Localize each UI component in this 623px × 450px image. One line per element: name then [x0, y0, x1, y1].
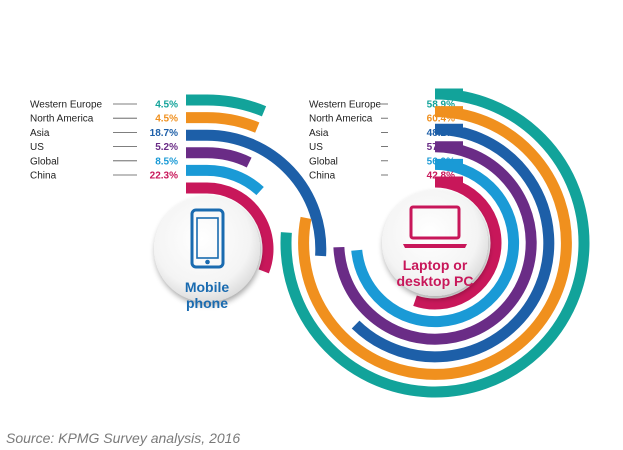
arc-bar-western-europe [186, 94, 267, 117]
center-label-line-1: phone [186, 295, 228, 311]
center-disc [382, 190, 488, 296]
arc-bar-global [351, 158, 520, 328]
arc-bar-china [186, 182, 274, 274]
category-label-china: China [309, 171, 336, 182]
arc-bar-asia [351, 123, 555, 363]
category-label-western-europe: Western Europe [309, 100, 382, 111]
center-label-line-0: Mobile [185, 279, 230, 295]
category-label-china: China [30, 171, 57, 182]
value-label-asia: 48.2% [427, 128, 455, 139]
value-label-global: 56.9% [427, 156, 455, 167]
laptop-desktop-chart: Western Europe 58.9% North America 60.4% Asi… [280, 88, 590, 398]
center-label-line-1: desktop PC [396, 273, 473, 289]
category-label-global: Global [30, 156, 59, 167]
value-label-western-europe: 4.5% [155, 100, 178, 111]
arc-bar-global [186, 164, 264, 196]
arc-bar-north-america [298, 106, 572, 380]
category-label-global: Global [309, 156, 338, 167]
category-label-us: US [30, 142, 44, 153]
value-label-north-america: 4.5% [155, 114, 178, 125]
value-label-global: 8.5% [155, 156, 178, 167]
arc-bar-us [333, 141, 537, 345]
value-label-north-america: 60.4% [427, 114, 455, 125]
category-label-western-europe: Western Europe [30, 100, 103, 111]
category-label-asia: Asia [30, 128, 50, 139]
category-label-north-america: North America [30, 114, 94, 125]
center-disc [154, 196, 260, 302]
arc-bar-western-europe [280, 88, 590, 398]
category-label-us: US [309, 142, 323, 153]
arc-bar-asia [186, 129, 327, 257]
value-label-china: 42.8% [427, 171, 455, 182]
value-label-asia: 18.7% [150, 128, 178, 139]
mobile-phone-chart: Western Europe 4.5% North America 4.5% Asia 1… [30, 94, 327, 311]
center-label-line-0: Laptop or [403, 257, 468, 273]
value-label-us: 57.5% [427, 142, 455, 153]
arc-bar-china [413, 176, 502, 310]
arc-bar-north-america [186, 112, 260, 133]
value-label-western-europe: 58.9% [427, 100, 455, 111]
mobile-phone-icon [190, 208, 225, 269]
value-label-china: 22.3% [150, 171, 178, 182]
category-label-north-america: North America [309, 114, 373, 125]
arc-bar-us [186, 147, 252, 168]
category-label-asia: Asia [309, 128, 329, 139]
value-label-us: 5.2% [155, 142, 178, 153]
source-note: Source: KPMG Survey analysis, 2016 [6, 430, 241, 446]
laptop-icon [403, 205, 467, 248]
